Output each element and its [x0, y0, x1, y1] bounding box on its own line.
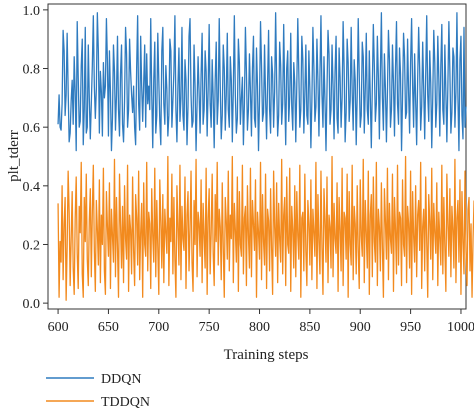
x-tick-label: 900 [350, 320, 371, 335]
x-tick-label: 950 [400, 320, 421, 335]
y-axis-title: plt_tderr [6, 130, 22, 182]
x-axis-ticks: 600 650 700 750 800 850 900 950 1000 [48, 309, 474, 335]
x-tick-label: 750 [199, 320, 220, 335]
series-line-ddqn [57, 12, 467, 152]
plot-frame [47, 3, 467, 310]
y-tick-label: 0.0 [23, 297, 41, 312]
x-tick-label: 650 [98, 320, 119, 335]
series-lines [57, 12, 474, 301]
y-axis-ticks: 0.0 0.2 0.4 0.6 0.8 1.0 [23, 4, 48, 312]
y-tick-label: 0.4 [23, 180, 41, 195]
x-axis-title: Training steps [224, 347, 309, 363]
legend-label-tddqn: TDDQN [101, 395, 150, 408]
y-tick-label: 0.6 [23, 121, 41, 136]
x-tick-label: 850 [299, 320, 320, 335]
legend: DDQN TDDQN [46, 372, 150, 408]
x-tick-label: 800 [249, 320, 270, 335]
y-tick-label: 1.0 [23, 4, 41, 19]
x-tick-label: 700 [148, 320, 169, 335]
y-tick-label: 0.8 [23, 63, 41, 78]
series-line-tddqn [57, 155, 474, 301]
legend-label-ddqn: DDQN [101, 372, 141, 387]
x-tick-label: 1000 [447, 320, 474, 335]
y-tick-label: 0.2 [23, 238, 41, 253]
x-tick-label: 600 [48, 320, 69, 335]
